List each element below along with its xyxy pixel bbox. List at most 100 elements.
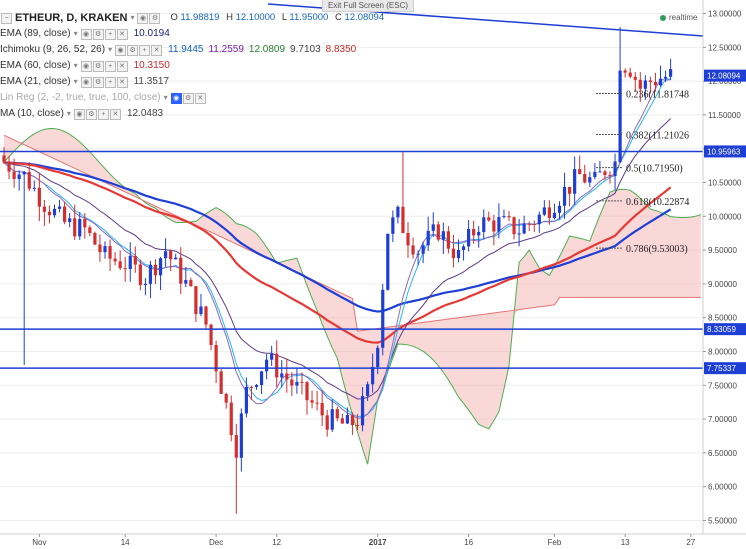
indicator-name[interactable]: Lin Reg (2, -2, true, true, 100, close): [0, 92, 161, 103]
candle-body: [7, 162, 11, 172]
indicator-row-linreg[interactable]: Lin Reg (2, -2, true, true, 100, close) …: [0, 90, 388, 106]
close-icon[interactable]: ✕: [116, 60, 128, 72]
candle-body: [653, 81, 658, 86]
ohlc-values: O 11.98819 H 12.10000 L 11.95000 C 12.08…: [170, 10, 388, 26]
settings-icon[interactable]: ⚙: [92, 28, 104, 40]
settings-icon[interactable]: ⚙: [92, 76, 104, 88]
candle-body: [411, 245, 415, 255]
settings-icon[interactable]: ⚙: [92, 60, 104, 72]
realtime-indicator: realtime: [660, 13, 697, 22]
horizontal-lines[interactable]: [0, 3, 704, 369]
close-icon[interactable]: ✕: [109, 108, 121, 120]
price-tick-label: 7.50000: [708, 381, 737, 390]
open-key: O: [170, 12, 178, 23]
indicator-row-ema21[interactable]: EMA (21, close) ▾ ◉ ⚙ + ✕ 11.3517: [0, 74, 388, 90]
candle-body: [133, 255, 137, 265]
candle-body: [315, 402, 319, 404]
eye-icon[interactable]: ◉: [73, 108, 85, 120]
indicator-name[interactable]: Ichimoku (9, 26, 52, 26): [0, 44, 106, 55]
candle-body: [340, 418, 344, 424]
chevron-down-icon[interactable]: ▾: [73, 61, 78, 70]
price-tag-label: 8.33059: [707, 325, 736, 334]
more-icon[interactable]: +: [97, 108, 109, 120]
candle-body: [568, 186, 572, 194]
price-tick-label: 8.50000: [708, 314, 737, 323]
chevron-down-icon[interactable]: ▾: [66, 109, 71, 118]
indicator-row-ema60[interactable]: EMA (60, close) ▾ ◉ ⚙ + ✕ 10.3150: [0, 58, 388, 74]
candle-body: [47, 211, 52, 216]
candle-body: [113, 258, 117, 262]
chevron-down-icon[interactable]: ▾: [163, 93, 168, 102]
close-icon[interactable]: ✕: [194, 92, 206, 104]
senkou-span-b-line: [3, 134, 701, 332]
collapse-legend-icon[interactable]: −: [1, 12, 12, 24]
more-icon[interactable]: +: [104, 76, 116, 88]
candle-body: [497, 217, 501, 232]
indicator-row-ichimoku[interactable]: Ichimoku (9, 26, 52, 26) ▾ ◉ ⚙ + ✕ 11.9445 …: [0, 42, 388, 58]
indicator-name[interactable]: EMA (21, close): [0, 76, 71, 87]
indicator-name[interactable]: EMA (89, close): [0, 28, 71, 39]
candle-body: [366, 384, 370, 396]
time-axis[interactable]: Nov 14 Dec 12 2017 16 Feb 13 27: [0, 533, 746, 549]
candle-body: [396, 206, 400, 218]
price-tick-label: 8.00000: [708, 347, 737, 356]
settings-icon[interactable]: ⚙: [182, 92, 194, 104]
indicator-row-ma10[interactable]: MA (10, close) ▾ ◉ ⚙ + ✕ 12.0483: [0, 106, 388, 122]
candle-body: [532, 223, 536, 225]
candle-body: [512, 217, 516, 235]
settings-icon[interactable]: ⚙: [85, 108, 97, 120]
time-tick-label: 16: [464, 538, 473, 547]
price-axis[interactable]: 13.0000012.5000012.0000011.5000011.00000…: [702, 0, 746, 549]
more-icon[interactable]: +: [104, 60, 116, 72]
price-tick-label: 11.50000: [708, 111, 741, 120]
candle-body: [12, 171, 16, 179]
candle-body: [487, 217, 491, 221]
chevron-down-icon[interactable]: ▾: [130, 13, 135, 22]
indicator-name[interactable]: MA (10, close): [0, 108, 64, 119]
close-icon[interactable]: ✕: [116, 76, 128, 88]
candle-body: [502, 216, 506, 218]
ma-10-line: [3, 78, 671, 418]
indicator-controls: ◉ ⚙ + ✕: [80, 28, 128, 40]
fib-retracement[interactable]: 0.236(11.81748 0.382(11.21026 0.5(10.71950…: [596, 89, 689, 255]
eye-icon[interactable]: ◉: [115, 44, 127, 56]
candle-body: [158, 258, 163, 276]
chevron-down-icon[interactable]: ▾: [73, 29, 78, 38]
eye-icon[interactable]: ◉: [170, 92, 182, 104]
time-axis-background: [0, 534, 746, 549]
price-tick-label: 5.50000: [708, 516, 737, 525]
exit-fullscreen-button[interactable]: Exit Full Screen (ESC): [322, 0, 414, 12]
more-icon[interactable]: +: [139, 44, 151, 56]
chart-legend: − ETHEUR, D, KRAKEN ▾ ◉ ⚙ O 11.98819 H 1…: [0, 10, 388, 122]
indicator-name[interactable]: EMA (60, close): [0, 60, 71, 71]
eye-icon[interactable]: ◉: [80, 60, 92, 72]
candle-body: [482, 217, 486, 232]
eye-icon[interactable]: ◉: [80, 28, 92, 40]
indicator-row-ema89[interactable]: EMA (89, close) ▾ ◉ ⚙ + ✕ 10.0194: [0, 26, 388, 42]
settings-icon[interactable]: ⚙: [149, 12, 161, 24]
close-icon[interactable]: ✕: [116, 28, 128, 40]
candle-body: [633, 76, 637, 80]
price-tag: [704, 145, 746, 158]
eye-icon[interactable]: ◉: [80, 76, 92, 88]
close-icon[interactable]: ✕: [151, 44, 163, 56]
fib-level-label: 0.382(11.21026: [626, 130, 689, 141]
candle-body: [128, 255, 132, 270]
eye-icon[interactable]: ◉: [137, 12, 149, 24]
candle-body: [300, 381, 304, 383]
chevron-down-icon[interactable]: ▾: [73, 77, 78, 86]
indicator-value: 12.0483: [126, 108, 164, 119]
price-tag-label: 7.75337: [707, 364, 736, 373]
more-icon[interactable]: +: [104, 28, 116, 40]
settings-icon[interactable]: ⚙: [127, 44, 139, 56]
close-key: C: [334, 12, 342, 23]
candle-body: [598, 171, 602, 173]
symbol-title[interactable]: ETHEUR, D, KRAKEN: [15, 12, 128, 24]
candle-body: [83, 219, 87, 228]
candle-body: [335, 409, 339, 419]
candles[interactable]: [2, 27, 673, 514]
chevron-down-icon[interactable]: ▾: [108, 45, 113, 54]
candle-body: [320, 403, 324, 416]
time-tick-label: 27: [686, 538, 695, 547]
